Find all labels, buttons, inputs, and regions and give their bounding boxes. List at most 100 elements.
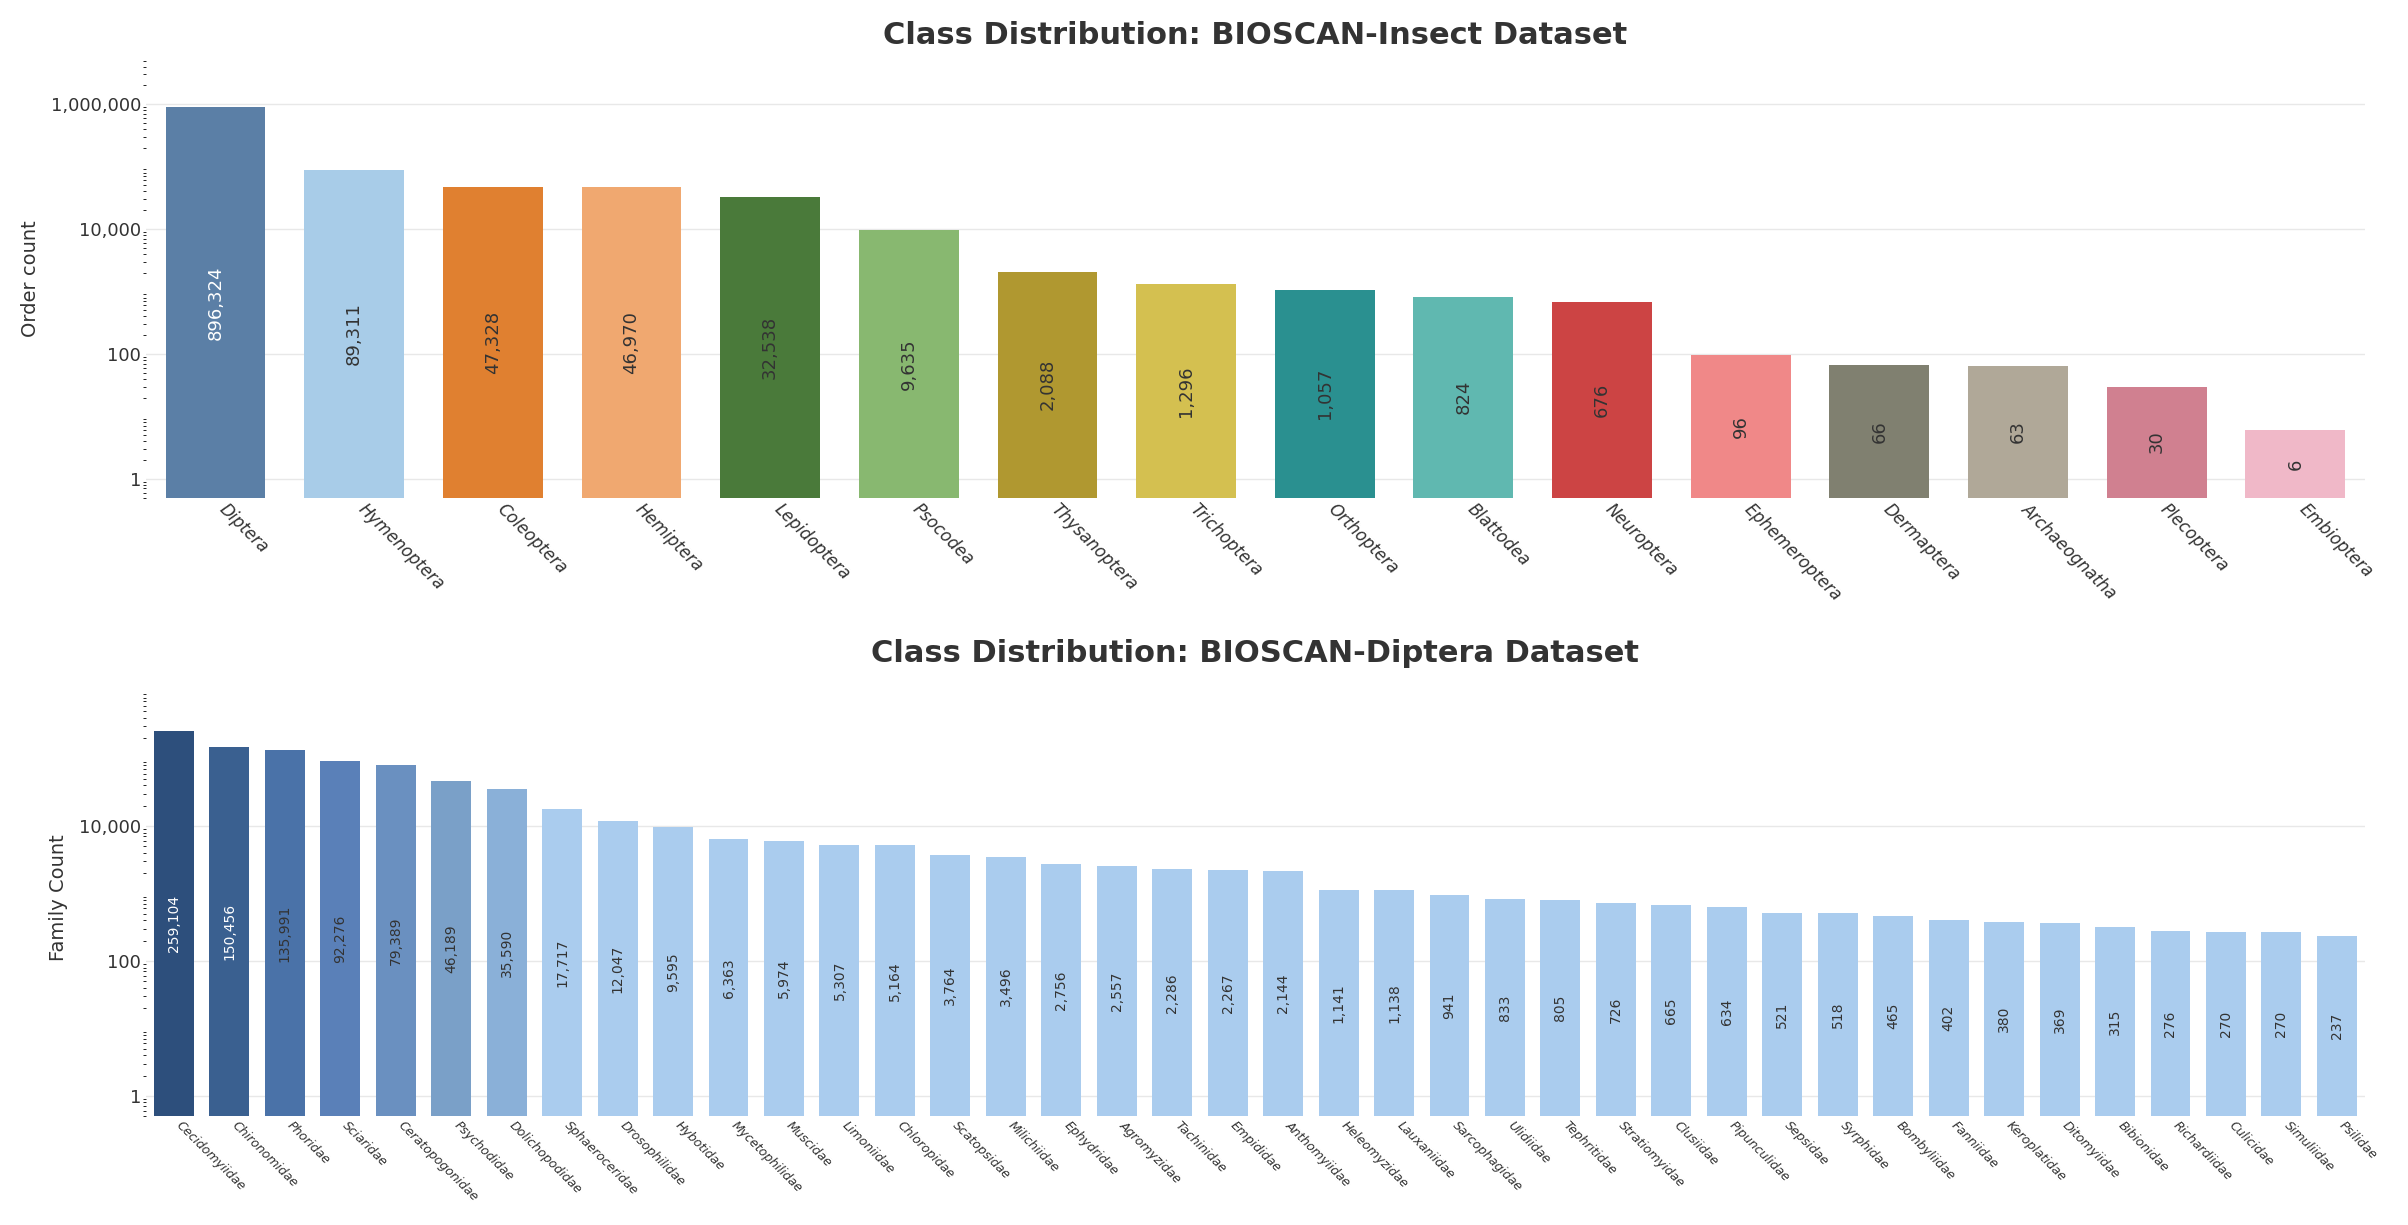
Bar	[929, 855, 970, 1225]
Bar	[2095, 927, 2136, 1225]
Text: 30: 30	[2148, 431, 2165, 453]
Bar	[653, 827, 694, 1225]
Text: 237: 237	[2331, 1013, 2343, 1039]
Text: 665: 665	[1664, 997, 1678, 1024]
Bar	[1413, 296, 1512, 1225]
Text: 2,756: 2,756	[1055, 970, 1069, 1009]
Text: 276: 276	[2162, 1011, 2177, 1036]
Text: 3,496: 3,496	[999, 967, 1014, 1007]
Text: 805: 805	[1553, 995, 1568, 1022]
Text: 1,057: 1,057	[1315, 368, 1334, 419]
Bar	[1153, 870, 1192, 1225]
Title: Class Distribution: BIOSCAN-Insect Dataset: Class Distribution: BIOSCAN-Insect Datas…	[884, 21, 1628, 50]
Bar	[1320, 889, 1358, 1225]
Bar	[2206, 932, 2247, 1225]
Bar	[1040, 864, 1081, 1225]
Text: 634: 634	[1719, 998, 1734, 1025]
Bar	[2316, 936, 2357, 1225]
Text: 270: 270	[2218, 1011, 2232, 1038]
Bar	[1375, 889, 1413, 1225]
Bar	[265, 750, 306, 1225]
Text: 518: 518	[1830, 1001, 1845, 1028]
Bar	[2244, 430, 2345, 1225]
Bar	[443, 187, 542, 1225]
Bar	[1553, 303, 1652, 1225]
Bar	[1818, 913, 1857, 1225]
Text: 32,538: 32,538	[761, 316, 780, 379]
Text: 35,590: 35,590	[501, 929, 513, 976]
Bar	[1486, 899, 1524, 1225]
Text: 135,991: 135,991	[277, 904, 291, 962]
Bar	[2150, 931, 2191, 1225]
Y-axis label: Order count: Order count	[22, 220, 41, 337]
Text: 833: 833	[1498, 995, 1512, 1020]
Bar	[1137, 284, 1235, 1225]
Bar	[583, 187, 681, 1225]
Text: 6,363: 6,363	[722, 958, 734, 997]
Text: 824: 824	[1454, 380, 1471, 414]
Text: 46,970: 46,970	[621, 311, 641, 374]
Bar	[720, 197, 821, 1225]
Bar	[320, 761, 361, 1225]
Bar	[819, 844, 860, 1225]
Bar	[154, 730, 195, 1225]
Bar	[985, 856, 1026, 1225]
Bar	[763, 842, 804, 1225]
Bar	[209, 746, 250, 1225]
Bar	[1274, 290, 1375, 1225]
Bar	[303, 169, 405, 1225]
Text: 5,974: 5,974	[778, 959, 790, 998]
Text: 465: 465	[1885, 1003, 1900, 1029]
Bar	[860, 230, 958, 1225]
Text: 46,189: 46,189	[443, 925, 458, 973]
Text: 12,047: 12,047	[612, 944, 624, 992]
Text: 2,286: 2,286	[1165, 973, 1180, 1013]
Bar	[1707, 906, 1746, 1225]
Bar	[1209, 870, 1247, 1225]
Text: 63: 63	[2008, 420, 2028, 443]
Text: 17,717: 17,717	[556, 938, 568, 987]
Bar	[1830, 365, 1929, 1225]
Text: 1,141: 1,141	[1332, 984, 1346, 1023]
Text: 270: 270	[2276, 1011, 2288, 1038]
Bar	[874, 845, 915, 1225]
Bar	[431, 782, 472, 1225]
Bar	[1873, 916, 1914, 1225]
Text: 315: 315	[2107, 1008, 2121, 1035]
Bar	[2261, 932, 2302, 1225]
Bar	[1541, 900, 1580, 1225]
Bar	[1597, 903, 1635, 1225]
Text: 726: 726	[1609, 996, 1623, 1023]
Text: 150,456: 150,456	[222, 903, 236, 960]
Bar	[1096, 866, 1137, 1225]
Bar	[1984, 922, 2025, 1225]
Bar	[597, 821, 638, 1225]
Text: 521: 521	[1775, 1001, 1789, 1028]
Bar	[1929, 920, 1970, 1225]
Text: 259,104: 259,104	[166, 895, 181, 952]
Text: 9,595: 9,595	[667, 952, 679, 991]
Bar	[1690, 355, 1792, 1225]
Bar	[2107, 387, 2206, 1225]
Text: 3,764: 3,764	[944, 965, 958, 1006]
Text: 402: 402	[1941, 1006, 1955, 1031]
Title: Class Distribution: BIOSCAN-Diptera Dataset: Class Distribution: BIOSCAN-Diptera Data…	[872, 639, 1640, 669]
Bar	[2040, 922, 2081, 1225]
Text: 47,328: 47,328	[484, 311, 501, 374]
Bar	[708, 839, 749, 1225]
Text: 896,324: 896,324	[207, 265, 224, 339]
Bar	[376, 766, 417, 1225]
Text: 6: 6	[2285, 458, 2304, 469]
Bar	[486, 789, 527, 1225]
Bar	[1763, 913, 1801, 1225]
Bar	[1264, 871, 1303, 1225]
Text: 2,144: 2,144	[1276, 974, 1291, 1013]
Text: 2,557: 2,557	[1110, 971, 1125, 1011]
Text: 1,138: 1,138	[1387, 984, 1401, 1023]
Bar	[997, 272, 1098, 1225]
Bar	[166, 107, 265, 1225]
Text: 79,389: 79,389	[388, 916, 402, 965]
Bar	[542, 810, 583, 1225]
Text: 369: 369	[2052, 1006, 2066, 1033]
Text: 96: 96	[1731, 415, 1751, 437]
